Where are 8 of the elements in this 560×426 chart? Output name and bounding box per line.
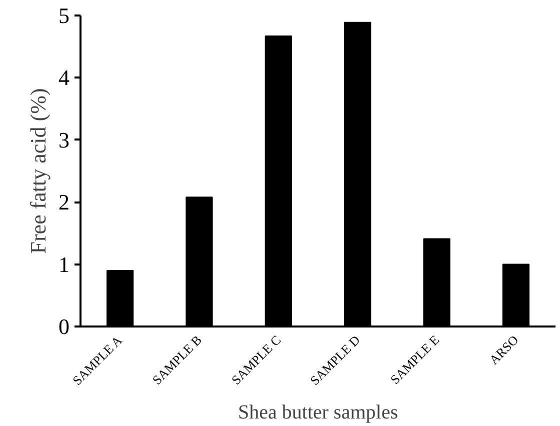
x-axis-title: Shea butter samples xyxy=(238,401,398,424)
y-tick-label: 0 xyxy=(58,314,70,339)
y-tick-label: 2 xyxy=(58,190,70,215)
y-tick-label: 3 xyxy=(58,127,70,152)
y-axis-title: Free fatty acid (%) xyxy=(26,88,50,254)
y-tick-label: 1 xyxy=(58,252,70,277)
y-tick-label: 4 xyxy=(58,65,70,90)
y-tick-label: 5 xyxy=(58,3,70,28)
